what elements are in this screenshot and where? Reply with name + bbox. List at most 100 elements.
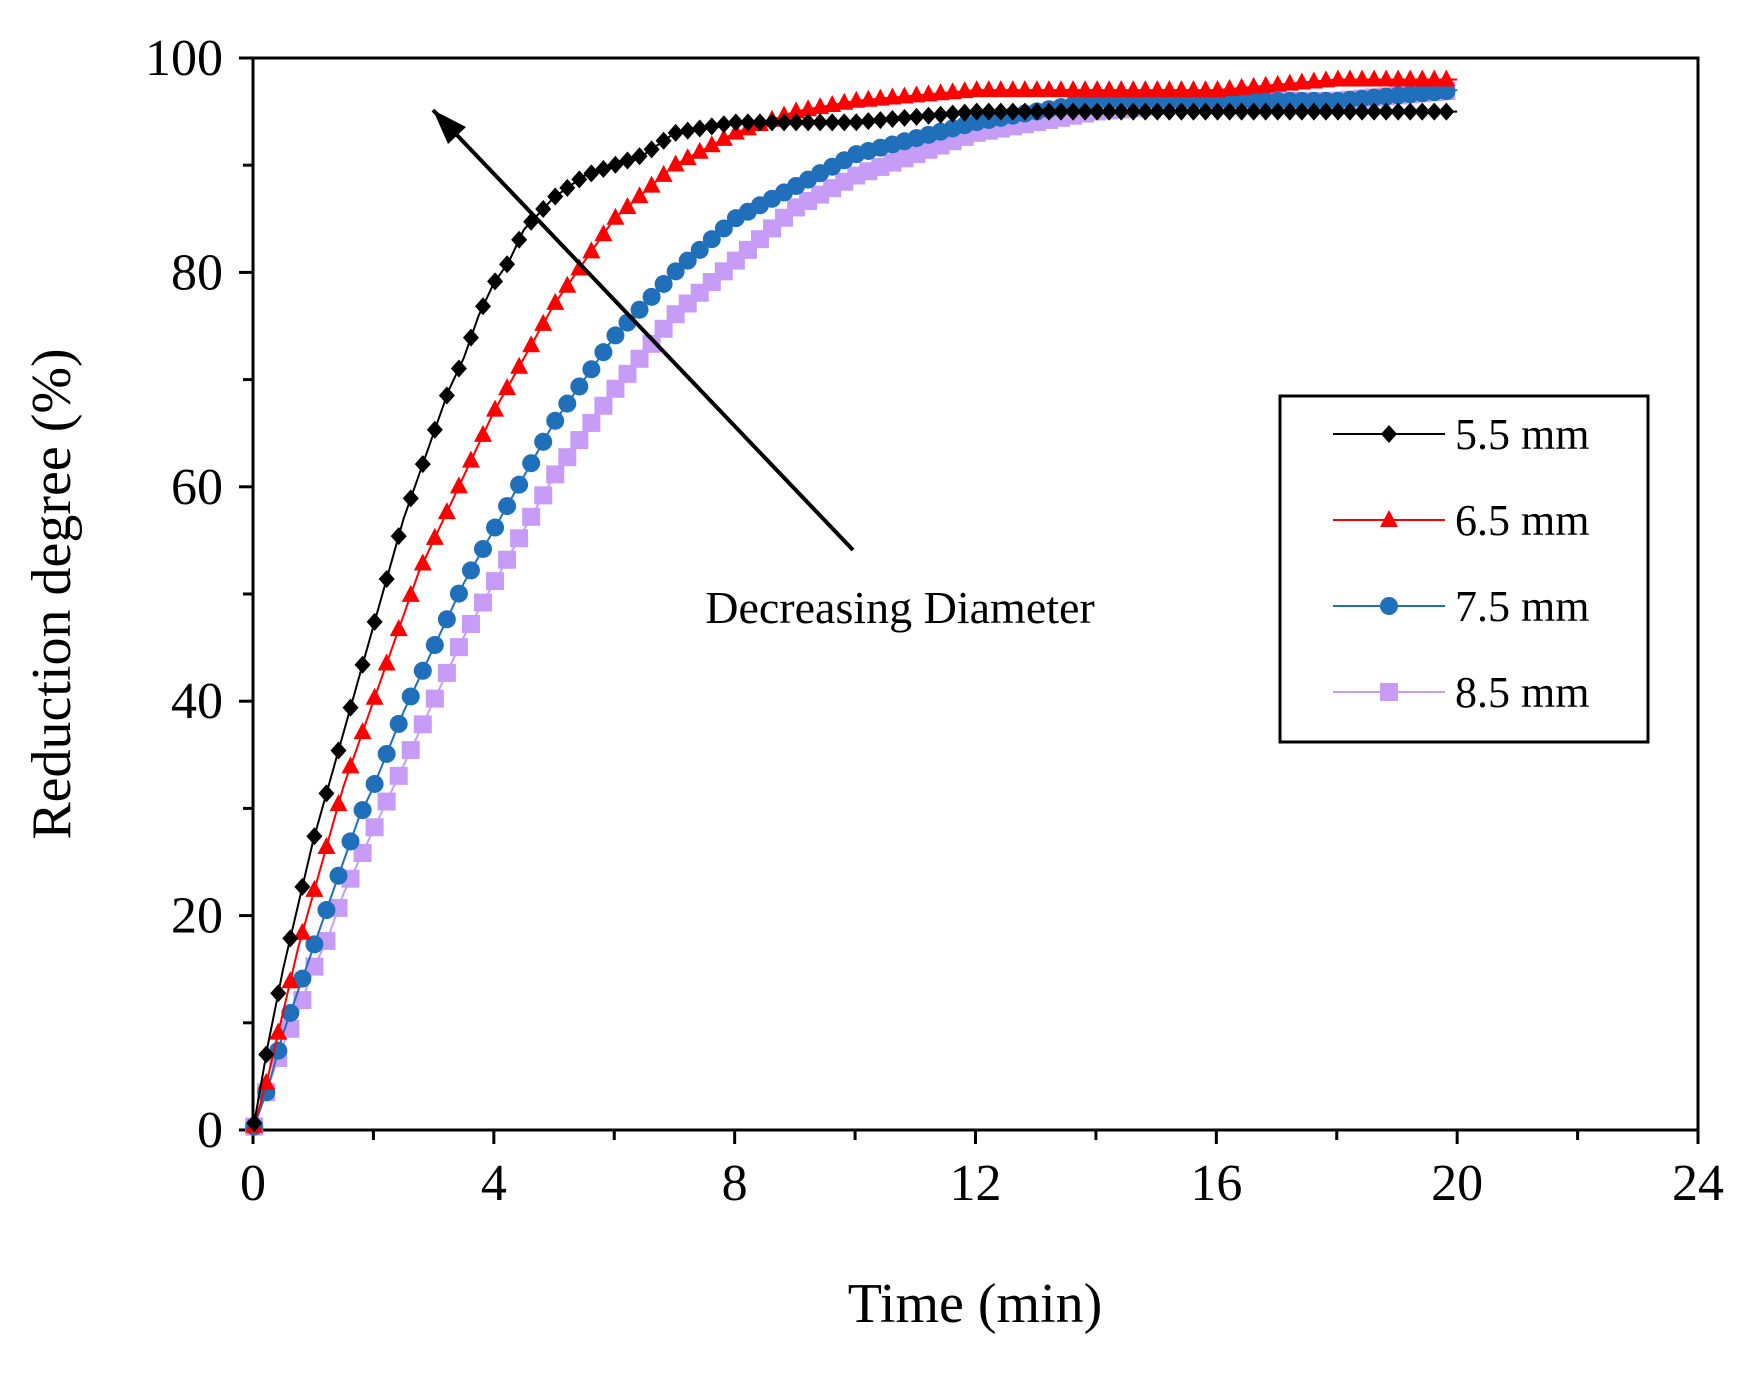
data-point [499, 255, 516, 274]
data-point [956, 103, 973, 122]
data-point [655, 131, 672, 150]
annotation-text: Decreasing Diameter [705, 582, 1095, 633]
data-point [678, 148, 697, 166]
data-point [342, 698, 359, 717]
data-point [836, 113, 853, 132]
data-point [558, 394, 577, 413]
data-point [377, 653, 396, 671]
data-point [498, 378, 517, 396]
data-point [1378, 102, 1395, 121]
data-point [486, 399, 505, 417]
data-point [270, 984, 287, 1003]
data-point [1040, 102, 1057, 121]
data-point [678, 251, 697, 270]
data-point [1197, 102, 1214, 121]
data-point [281, 1003, 300, 1022]
data-point [1185, 102, 1202, 121]
data-point [666, 154, 685, 172]
data-point [570, 431, 589, 450]
data-point [763, 113, 780, 132]
annotation: Decreasing Diameter [431, 108, 1095, 633]
data-point [642, 334, 661, 353]
data-point [1244, 76, 1263, 94]
data-point [511, 230, 528, 249]
data-point [305, 879, 324, 897]
data-point [329, 794, 348, 812]
data-point [414, 455, 431, 474]
data-point [401, 584, 420, 602]
data-point [690, 240, 709, 259]
data-point [847, 90, 866, 108]
data-point [294, 877, 311, 896]
data-point [547, 187, 564, 206]
data-point [582, 360, 601, 379]
data-point [1221, 102, 1238, 121]
data-point [979, 80, 998, 98]
data-point [498, 550, 517, 569]
y-tick-label: 60 [171, 459, 223, 516]
data-point [1039, 80, 1058, 98]
data-point [920, 106, 937, 125]
data-point [1196, 80, 1215, 98]
data-point [1245, 102, 1262, 121]
x-tick-label: 8 [722, 1155, 748, 1212]
data-point [1209, 102, 1226, 121]
data-point [1269, 102, 1286, 121]
data-point [461, 561, 480, 580]
data-point [594, 396, 613, 415]
data-point [643, 140, 660, 159]
data-point [1076, 80, 1095, 98]
data-point [353, 801, 372, 820]
data-point [1160, 80, 1179, 98]
data-point [437, 663, 456, 682]
data-point [473, 539, 492, 558]
data-point [919, 84, 938, 102]
legend-box [1278, 394, 1650, 744]
data-point [1161, 102, 1178, 121]
data-point [1329, 102, 1346, 121]
data-point [534, 313, 553, 331]
data-point [498, 497, 517, 516]
data-point [1136, 80, 1155, 98]
data-point [908, 107, 925, 126]
data-point [595, 160, 612, 179]
data-point [691, 119, 708, 138]
y-tick-label: 80 [171, 244, 223, 301]
data-point [377, 744, 396, 763]
data-point [727, 113, 744, 132]
data-point [318, 784, 335, 803]
data-point [365, 774, 384, 793]
data-point [449, 476, 468, 494]
data-point [606, 379, 625, 398]
data-point [751, 113, 768, 132]
data-point [1088, 80, 1107, 98]
data-point [426, 420, 443, 439]
data-point [944, 104, 961, 123]
data-point [666, 262, 685, 281]
data-point [317, 901, 336, 920]
data-point [437, 610, 456, 629]
data-point [1340, 69, 1359, 87]
data-point [702, 135, 721, 153]
data-point [366, 612, 383, 631]
data-point [378, 569, 395, 588]
data-point [1401, 69, 1420, 87]
data-point [606, 207, 625, 225]
data-point [654, 274, 673, 293]
data-point [1004, 102, 1021, 121]
data-point [546, 465, 565, 484]
data-point [413, 661, 432, 680]
data-point [438, 386, 455, 405]
data-point [618, 197, 637, 215]
x-tick-label: 0 [240, 1155, 266, 1212]
data-point [630, 349, 649, 368]
data-point [1437, 69, 1456, 87]
x-tick-label: 16 [1190, 1155, 1242, 1212]
data-point [1281, 102, 1298, 121]
data-point [955, 81, 974, 99]
data-point [1365, 69, 1384, 87]
legend-item: 8.5 mm [1333, 668, 1589, 717]
data-point [848, 113, 865, 132]
data-point [619, 151, 636, 170]
data-point [534, 432, 553, 451]
